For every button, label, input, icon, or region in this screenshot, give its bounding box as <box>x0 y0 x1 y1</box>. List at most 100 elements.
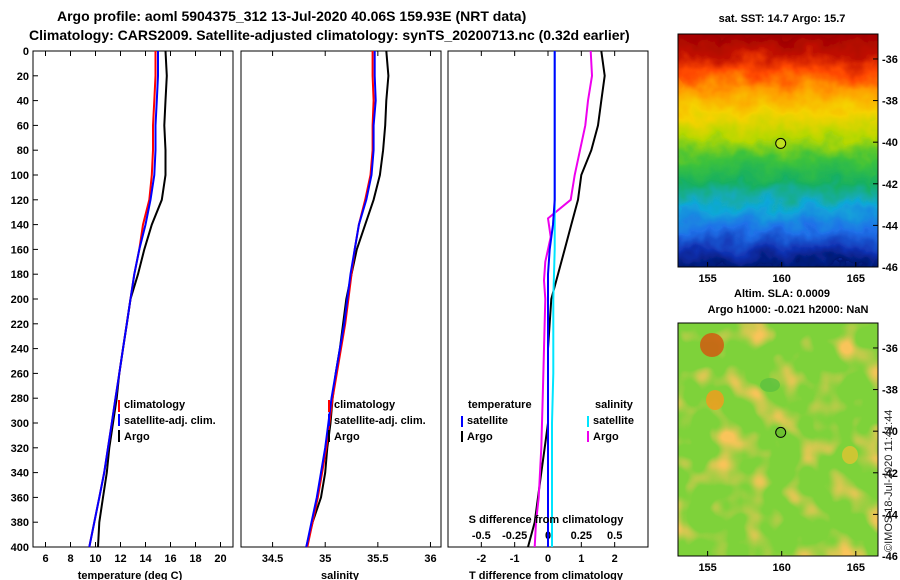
sla-warm-anomaly <box>700 333 724 357</box>
x-tick-label: 14 <box>139 553 152 565</box>
sla-map-title: Argo h1000: -0.021 h2000: NaN <box>708 304 869 316</box>
legend-temperature-title: temperature <box>468 399 532 411</box>
x-tick-label: 34.5 <box>262 553 283 565</box>
legend-temp-argo-label: Argo <box>467 431 493 443</box>
sla-argo-position-marker <box>775 426 787 438</box>
map-y-tick-label: -38 <box>882 385 898 397</box>
sst-map-title: sat. SST: 14.7 Argo: 15.7 <box>719 13 846 25</box>
legend-satellite-label: satellite-adj. clim. <box>334 415 426 427</box>
sla-warm-anomaly <box>842 446 858 464</box>
sst-argo-position-marker <box>775 137 787 149</box>
legend-argo-label: Argo <box>334 431 360 443</box>
y-tick-label: 100 <box>11 170 29 182</box>
series-line-temperature-satellite <box>547 51 556 547</box>
top-x-tick-label: 0.5 <box>607 530 622 542</box>
map-y-tick-label: -36 <box>882 54 898 66</box>
x-tick-label: 36 <box>424 553 436 565</box>
y-tick-label: 240 <box>11 344 29 356</box>
series-line-satellite-adj-clim- <box>88 51 159 548</box>
temperature-xlabel: temperature (deg C) <box>78 570 183 580</box>
map-y-tick-label: -40 <box>882 426 898 438</box>
legend-sal-satellite-label: satellite <box>593 415 634 427</box>
sla-warm-anomaly <box>706 390 724 410</box>
y-tick-label: 180 <box>11 269 29 281</box>
sst-map-frame <box>677 33 879 268</box>
y-tick-label: 380 <box>11 517 29 529</box>
series-line-temperature-argo <box>527 50 606 548</box>
map-x-tick-label: 155 <box>698 562 716 574</box>
y-tick-label: 60 <box>17 120 29 132</box>
legend-argo-label: Argo <box>124 431 150 443</box>
map-y-tick-label: -40 <box>882 137 898 149</box>
y-tick-label: 220 <box>11 319 29 331</box>
map-y-tick-label: -44 <box>882 220 899 232</box>
legend-satellite-label: satellite-adj. clim. <box>124 415 216 427</box>
top-x-tick-label: 0.25 <box>571 530 592 542</box>
y-tick-label: 340 <box>11 468 29 480</box>
map-x-tick-label: 165 <box>847 273 865 285</box>
x-tick-label: -2 <box>476 553 486 565</box>
map-x-tick-label: 160 <box>773 562 791 574</box>
difference-top-xlabel: S difference from climatology <box>469 514 625 526</box>
y-tick-label: 300 <box>11 418 29 430</box>
y-tick-label: 320 <box>11 443 29 455</box>
x-tick-label: 10 <box>89 553 101 565</box>
y-tick-label: 260 <box>11 368 29 380</box>
x-tick-label: 12 <box>114 553 126 565</box>
sla-map-panel: Altim. SLA: 0.0009 Argo h1000: -0.021 h2… <box>677 288 899 574</box>
y-tick-label: 0 <box>23 46 29 58</box>
top-x-tick-label: -0.25 <box>502 530 527 542</box>
y-tick-label: 400 <box>11 542 29 554</box>
temperature-plot-area <box>32 50 234 548</box>
map-y-tick-label: -42 <box>882 468 898 480</box>
legend-temp-satellite-label: satellite <box>467 415 508 427</box>
x-tick-label: 8 <box>67 553 73 565</box>
legend-climatology-label: climatology <box>334 399 396 411</box>
y-tick-label: 20 <box>17 71 29 83</box>
sla-map-title-top: Altim. SLA: 0.0009 <box>734 288 830 300</box>
map-y-tick-label: -46 <box>882 551 898 563</box>
map-y-tick-label: -38 <box>882 96 898 108</box>
map-y-tick-label: -44 <box>882 509 899 521</box>
salinity-legend: climatology satellite-adj. clim. Argo <box>328 399 426 443</box>
y-tick-label: 360 <box>11 492 29 504</box>
x-tick-label: 18 <box>189 553 201 565</box>
y-tick-label: 280 <box>11 393 29 405</box>
map-x-tick-label: 165 <box>847 562 865 574</box>
x-tick-label: 35 <box>319 553 331 565</box>
y-tick-label: 40 <box>17 96 29 108</box>
difference-legend-temperature: temperature satellite Argo <box>461 399 532 443</box>
y-tick-label: 200 <box>11 294 29 306</box>
map-y-tick-label: -46 <box>882 262 898 274</box>
figure-title-line1: Argo profile: aoml 5904375_312 13-Jul-20… <box>57 8 526 24</box>
series-line-satellite-adj-clim- <box>305 51 377 548</box>
map-y-tick-label: -36 <box>882 343 898 355</box>
x-tick-label: 6 <box>42 553 48 565</box>
legend-sal-argo-label: Argo <box>593 431 619 443</box>
salinity-panel: 34.5 35 35.5 36 salinity climatology satell… <box>240 50 442 580</box>
legend-salinity-title: salinity <box>595 399 634 411</box>
x-tick-label: 1 <box>578 553 584 565</box>
difference-legend-salinity: salinity satellite Argo <box>587 399 634 443</box>
y-tick-label: 140 <box>11 220 29 232</box>
salinity-xlabel: salinity <box>321 570 360 580</box>
y-tick-label: 80 <box>17 145 29 157</box>
sst-map-panel: sat. SST: 14.7 Argo: 15.7 <box>677 13 899 285</box>
x-tick-label: -1 <box>510 553 520 565</box>
map-x-tick-label: 155 <box>698 273 716 285</box>
temperature-legend: climatology satellite-adj. clim. Argo <box>118 399 216 443</box>
sla-heatmap-texture <box>678 323 878 556</box>
figure-title-line2: Climatology: CARS2009. Satellite-adjuste… <box>29 27 630 43</box>
x-tick-label: 20 <box>214 553 226 565</box>
imos-watermark: ©IMOS 18-Jul-2020 11:41:44 <box>883 410 895 552</box>
temperature-panel: 0 20 40 60 80 100 120 140 160 180 200 220 240 260 280 3… <box>11 46 234 580</box>
x-tick-label: 16 <box>164 553 176 565</box>
y-tick-label: 120 <box>11 195 29 207</box>
map-x-tick-label: 160 <box>773 273 791 285</box>
salinity-plot-area <box>240 50 442 548</box>
x-tick-label: 35.5 <box>367 553 388 565</box>
y-tick-label: 160 <box>11 244 29 256</box>
x-tick-label: 0 <box>545 553 551 565</box>
difference-xlabel: T difference from climatology <box>469 570 624 580</box>
